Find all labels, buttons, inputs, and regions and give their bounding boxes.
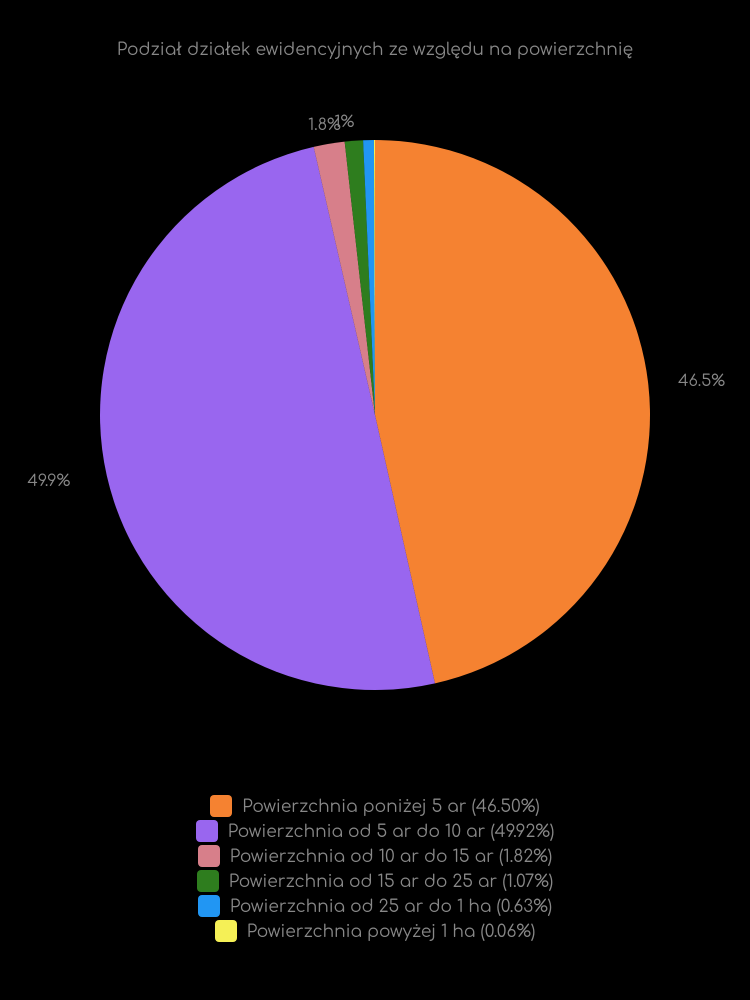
legend-label: Powierzchnia od 10 ar do 15 ar (1.82%): [230, 847, 552, 866]
legend-swatch: [215, 920, 237, 942]
chart-container: Podział działek ewidencyjnych ze względu…: [0, 0, 750, 1000]
legend-item: Powierzchnia od 5 ar do 10 ar (49.92%): [75, 820, 675, 842]
legend-label: Powierzchnia od 15 ar do 25 ar (1.07%): [229, 872, 554, 891]
legend-item: Powierzchnia od 25 ar do 1 ha (0.63%): [75, 895, 675, 917]
legend-label: Powierzchnia od 5 ar do 10 ar (49.92%): [228, 822, 555, 841]
legend-swatch: [196, 820, 218, 842]
legend-swatch: [210, 795, 232, 817]
legend-swatch: [198, 895, 220, 917]
legend: Powierzchnia poniżej 5 ar (46.50%) Powier…: [75, 792, 675, 945]
slice-label: 1%: [334, 113, 354, 131]
legend-label: Powierzchnia poniżej 5 ar (46.50%): [242, 797, 539, 816]
chart-title: Podział działek ewidencyjnych ze względu…: [0, 0, 750, 59]
legend-item: Powierzchnia poniżej 5 ar (46.50%): [75, 795, 675, 817]
legend-item: Powierzchnia od 10 ar do 15 ar (1.82%): [75, 845, 675, 867]
legend-item: Powierzchnia od 15 ar do 25 ar (1.07%): [75, 870, 675, 892]
legend-label: Powierzchnia powyżej 1 ha (0.06%): [247, 922, 536, 941]
pie-chart: [95, 135, 655, 695]
slice-label: 46.5%: [678, 372, 725, 390]
legend-item: Powierzchnia powyżej 1 ha (0.06%): [75, 920, 675, 942]
legend-swatch: [198, 845, 220, 867]
legend-swatch: [197, 870, 219, 892]
legend-label: Powierzchnia od 25 ar do 1 ha (0.63%): [230, 897, 552, 916]
slice-label: 49.9%: [28, 472, 71, 490]
